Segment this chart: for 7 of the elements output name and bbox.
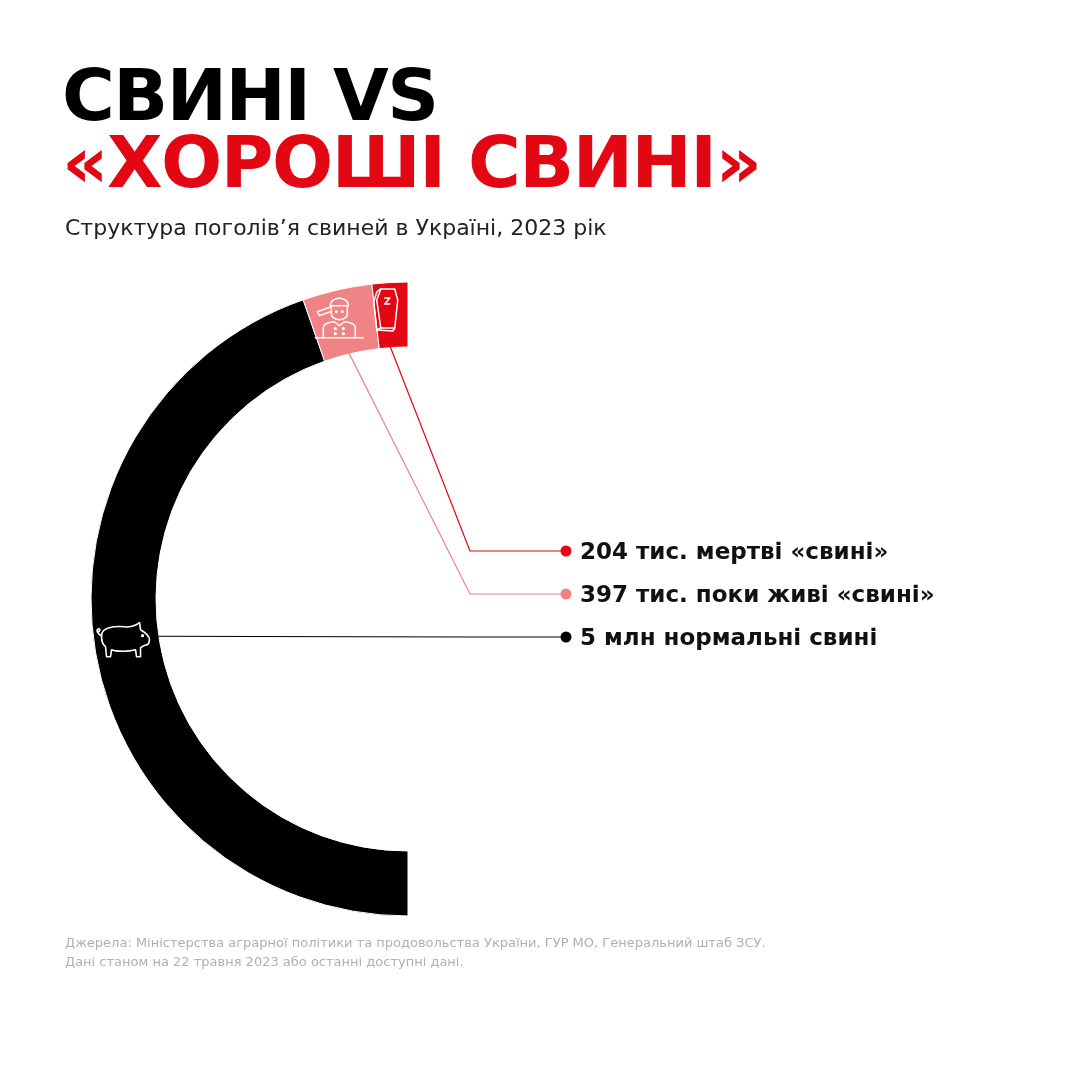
chart-title: СВИНІ VS «ХОРОШІ СВИНІ» (62, 53, 761, 204)
legend-label: 5 млн нормальні свині (580, 624, 878, 650)
legend-label: 204 тис. мертві «свині» (580, 538, 889, 564)
legend-label: 397 тис. поки живі «свині» (580, 581, 935, 607)
chart-subtitle: Структура поголів’я свиней в Україні, 2023 рік (65, 215, 607, 240)
text: Дані станом на 22 травня 2023 або останні доступні дані. (65, 954, 464, 969)
text: Джерела: Міністерства аграрної політики та продовольства України, ГУР МО, Генеральний штаб ЗСУ. (65, 935, 766, 950)
